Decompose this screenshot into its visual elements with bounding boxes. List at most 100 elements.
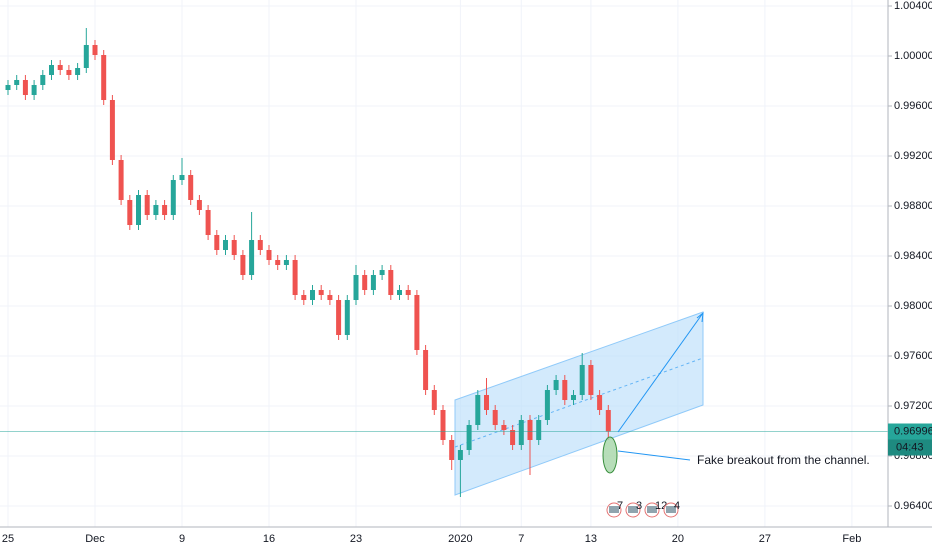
event-count: 7 xyxy=(617,500,623,512)
candle-body xyxy=(109,100,115,160)
candle-body xyxy=(466,425,472,450)
candle-body xyxy=(153,205,159,215)
annotation: Fake breakout from the channel. xyxy=(697,453,870,467)
candle-body xyxy=(49,65,54,75)
candle-body xyxy=(57,65,63,70)
candle-body xyxy=(510,430,516,445)
candle-body xyxy=(588,365,594,395)
candle-body xyxy=(292,260,298,295)
event-count: 3 xyxy=(636,500,642,512)
candle-body xyxy=(101,55,107,100)
candle-body xyxy=(544,390,550,420)
countdown-label: 04:43 xyxy=(896,441,924,453)
candle-body xyxy=(66,70,72,75)
candle-body xyxy=(597,395,603,410)
candle-body xyxy=(414,295,420,350)
event-count: 4 xyxy=(674,500,680,512)
candle-body xyxy=(362,275,368,290)
events: 7 3 12 4 xyxy=(606,500,680,518)
last-price-box xyxy=(888,423,932,440)
x-tick-label: Feb xyxy=(842,533,861,545)
candle-body xyxy=(223,240,228,250)
arrow-head xyxy=(696,311,704,323)
candle-body xyxy=(162,205,168,215)
candle-body xyxy=(275,260,281,265)
candle-body xyxy=(562,380,568,400)
y-tick-label: 0.99200 xyxy=(894,150,932,162)
channel xyxy=(454,311,704,496)
candle-body xyxy=(136,195,141,225)
candle-body xyxy=(127,200,133,225)
x-tick-label: 16 xyxy=(263,533,275,545)
candle-body xyxy=(40,75,46,85)
candle-body xyxy=(605,410,611,432)
candle-body xyxy=(553,380,559,390)
channel-midline xyxy=(454,357,704,448)
candle-body xyxy=(283,260,289,265)
candle-body xyxy=(179,175,185,180)
y-tick-label: 0.96400 xyxy=(894,500,932,512)
candle-body xyxy=(170,180,176,215)
candle-body xyxy=(231,240,237,255)
candle-body xyxy=(118,160,124,200)
candle-body xyxy=(405,290,411,295)
candle-body xyxy=(457,450,463,460)
y-tick-label: 0.99600 xyxy=(894,100,932,112)
x-tick-label: 23 xyxy=(350,533,362,545)
candle-body xyxy=(310,290,315,300)
x-tick-label: 9 xyxy=(179,533,185,545)
candle-body xyxy=(579,365,585,395)
x-tick-label: 25 xyxy=(2,533,14,545)
x-tick-label: 13 xyxy=(585,533,597,545)
candle-body xyxy=(475,395,481,425)
candle-body xyxy=(501,425,507,430)
candle-body xyxy=(92,45,98,55)
x-tick-label: 20 xyxy=(672,533,684,545)
candle-body xyxy=(31,85,37,95)
candle-body xyxy=(75,68,81,75)
candle-body xyxy=(484,395,489,410)
y-tick-label: 1.00400 xyxy=(894,0,932,12)
projection-arrow xyxy=(617,312,704,433)
annotation-line xyxy=(617,450,691,461)
candle-body xyxy=(440,410,446,440)
candle-body xyxy=(205,210,211,235)
candle-body xyxy=(370,275,376,290)
x-tick-label: 2020 xyxy=(448,533,472,545)
candle-body xyxy=(83,45,89,68)
candle-body xyxy=(327,295,333,300)
candle-body xyxy=(536,420,542,440)
candle-body xyxy=(388,270,394,295)
candle-body xyxy=(188,175,194,200)
candle-body xyxy=(336,300,342,335)
candle-body xyxy=(318,290,324,295)
candle-body xyxy=(449,440,455,460)
last-price-label: 0.96996 xyxy=(894,425,932,437)
candle-body xyxy=(301,295,307,300)
candle-body xyxy=(492,410,498,425)
y-tick-label: 0.97600 xyxy=(894,350,932,362)
candle-body xyxy=(527,420,533,440)
candle-body xyxy=(214,235,220,250)
candle-body xyxy=(266,250,272,260)
x-tick-label: 27 xyxy=(759,533,771,545)
x-tick-label: 7 xyxy=(518,533,524,545)
candle-body xyxy=(5,85,11,90)
candle-body xyxy=(249,240,255,275)
candle-body xyxy=(144,195,150,215)
x-tick-label: Dec xyxy=(85,533,105,545)
candle-body xyxy=(196,200,202,210)
candle-body xyxy=(431,390,437,410)
candle-body xyxy=(240,255,246,275)
candle-body xyxy=(22,80,28,95)
countdown-box xyxy=(888,439,932,456)
y-tick-label: 0.98400 xyxy=(894,250,932,262)
candle-body xyxy=(14,80,20,85)
candle-body xyxy=(353,275,359,300)
event-flag xyxy=(609,506,619,513)
y-tick-label: 0.98800 xyxy=(894,200,932,212)
y-tick-label: 0.97200 xyxy=(894,400,932,412)
price-axis-bg xyxy=(888,0,932,550)
